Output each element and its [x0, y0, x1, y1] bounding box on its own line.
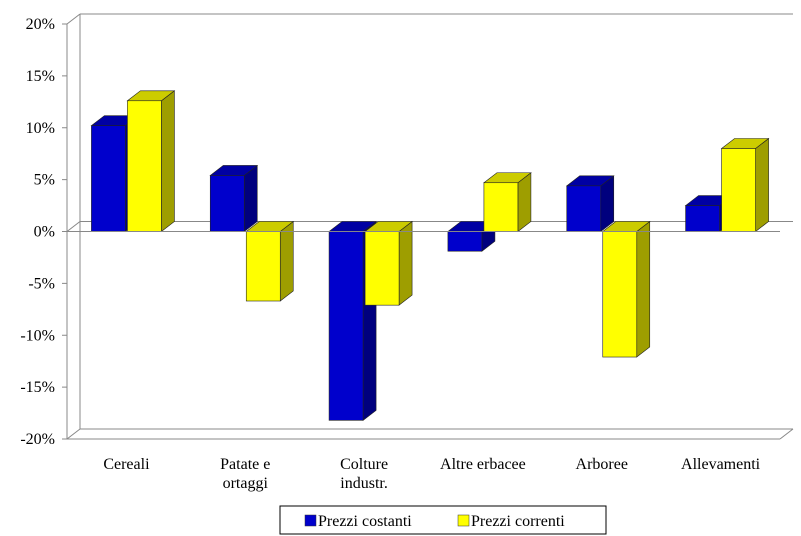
- bar-prezzi-correnti-altre-erbacee: [483, 172, 532, 233]
- legend-label-prezzi-costanti: Prezzi costanti: [318, 513, 412, 530]
- x-category-labels: Cereali Patate e ortaggi Colture industr. Alt…: [103, 456, 760, 492]
- chart-axes: [66, 13, 794, 440]
- x-label-cereali: Cereali: [103, 456, 150, 473]
- bar-prezzi-correnti-arboree: [601, 220, 651, 358]
- bar-prezzi-correnti-allevamenti: [720, 137, 770, 233]
- x-label-arboree: Arboree: [576, 456, 628, 473]
- legend-swatch-prezzi-costanti: [304, 514, 317, 527]
- y-tick-label: 5%: [34, 172, 55, 189]
- bar-prezzi-correnti-patate-e-ortaggi: [245, 220, 295, 302]
- corner-edge: [66, 13, 81, 25]
- y-tick-label: -20%: [20, 431, 55, 448]
- y-tick-label: -15%: [20, 379, 55, 396]
- y-tick-label: 15%: [26, 68, 55, 85]
- x-label-patate-e-ortaggi: Patate e ortaggi: [220, 456, 270, 492]
- legend-frame: [279, 505, 607, 535]
- x-label-altre-erbacee: Altre erbacee: [440, 456, 526, 473]
- bar-prezzi-correnti-colture-industr: [364, 220, 413, 306]
- chart-walls: [67, 14, 793, 439]
- legend-label-prezzi-correnti: Prezzi correnti: [471, 513, 565, 530]
- floor-corner: [779, 428, 794, 440]
- bar-prezzi-correnti-cereali: [126, 90, 176, 233]
- legend-swatch-prezzi-correnti: [457, 514, 470, 527]
- floor-left: [66, 428, 81, 440]
- chart-bars: [67, 90, 780, 421]
- bar-prezzi-costanti-patate-e-ortaggi: [209, 164, 259, 233]
- x-label-allevamenti: Allevamenti: [681, 456, 761, 473]
- y-tick-label: 20%: [26, 16, 55, 33]
- legend: Prezzi costanti Prezzi correnti: [279, 505, 607, 535]
- y-tick-label: -5%: [28, 275, 55, 292]
- y-tick-label: -10%: [20, 327, 55, 344]
- y-tick-labels: 20% 15% 10% 5% 0% -5% -10% -15% -20%: [20, 16, 67, 448]
- y-tick-label: 10%: [26, 120, 55, 137]
- bar-prezzi-costanti-altre-erbacee: [447, 220, 496, 252]
- bar-prezzi-costanti-arboree: [565, 175, 615, 233]
- y-tick-label: 0%: [34, 224, 55, 241]
- x-label-colture-industr: Colture industr.: [340, 456, 388, 492]
- zero-line-back: [66, 221, 793, 232]
- back-wall: [67, 14, 793, 439]
